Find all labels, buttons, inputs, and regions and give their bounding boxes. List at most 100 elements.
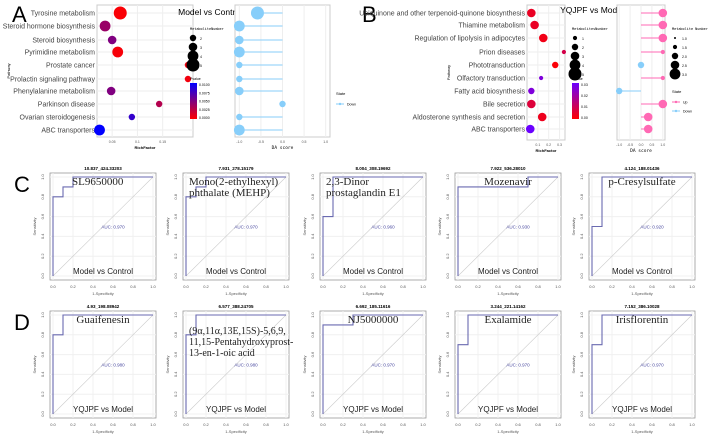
x-tick-label: 0.6 (110, 284, 116, 289)
size-legend-label: 3 (200, 46, 202, 50)
compound-name-line: NJ5000000 (348, 314, 399, 326)
x-tick-label: 0.3 (557, 143, 562, 147)
x-tick-label: -1.0 (616, 143, 622, 147)
comparison-label: Model vs Control (478, 267, 538, 276)
enrichment-dot (528, 87, 535, 95)
x-tick-label: 0.0 (589, 284, 595, 289)
pathway-label: Phenylalanine metabolism (13, 89, 95, 96)
compound-name-line: phthalate (MEHP) (189, 187, 270, 199)
y-tick-label: 0.4 (310, 371, 315, 377)
roc-title: 6.692_185.11616 (356, 304, 391, 309)
compound-name-line: 2,3-Dinor (326, 176, 369, 188)
y-tick-label: 0.6 (40, 213, 45, 219)
compound-name-line: Exalamide (484, 314, 531, 326)
size-legend-label: 1 (582, 37, 584, 41)
compound-name: Irisflorentin (616, 314, 669, 326)
enrichment-dot (538, 33, 548, 43)
y-tick-label: 0.2 (40, 391, 45, 397)
lollipop-dot (658, 33, 668, 43)
y-tick-label: 0.0 (445, 272, 450, 278)
roc-title: 4.124_188.01436 (624, 166, 660, 171)
compound-name-line: p-Cresylsulfate (608, 176, 675, 188)
roc-curve (185, 176, 286, 276)
pathway-label: Parkinson disease (38, 102, 95, 109)
y-tick-label: 0.0 (173, 410, 178, 416)
enrichment-dot (112, 46, 124, 58)
color-legend-label: 0.0025 (199, 108, 210, 112)
x-tick-label: 0.4 (360, 284, 366, 289)
pathway-label: Ovarian steroidogenesis (20, 115, 96, 122)
diagonal-reference-line (591, 314, 693, 415)
x-tick-label: 1.0 (555, 284, 561, 289)
size-legend-label: 1.0 (682, 37, 687, 41)
enrichment-dot (128, 113, 136, 121)
x-axis-label: 1-Specificity (497, 291, 519, 296)
roc-curve (52, 314, 153, 414)
y-axis-label: Pathway (6, 63, 11, 78)
y-tick-label: 1.0 (173, 311, 178, 317)
x-tick-label: 0.2 (475, 284, 481, 289)
x-axis-label: 1-Specificity (631, 291, 653, 296)
lollipop-dot (658, 99, 668, 109)
diagonal-reference-line (52, 176, 154, 277)
x-axis-label: RichFactor (536, 148, 557, 153)
pathway-label: Prion diseases (479, 50, 525, 57)
x-tick-label: 1.0 (283, 422, 289, 427)
x-tick-label: 1.0 (555, 422, 561, 427)
enrichment-dot (94, 124, 105, 136)
size-legend-label: 2 (582, 46, 584, 50)
x-tick-label: 0.0 (455, 422, 461, 427)
y-tick-label: 1.0 (40, 173, 45, 179)
state-legend-dot (674, 100, 678, 104)
y-axis-label: Sensitivity (165, 355, 170, 373)
comparison-label: Model vs Control (343, 267, 403, 276)
color-legend-label: 0.02 (581, 94, 588, 98)
y-tick-label: 0.8 (310, 331, 315, 337)
lollipop-dot (660, 75, 665, 81)
compound-name: Mono(2-ethylhexyl) phthalate (MEHP) (189, 176, 279, 199)
compound-name-line: 11,15-Pentahydroxyprost- (189, 337, 293, 348)
pathway-label: ABC transporters (41, 128, 95, 135)
comparison-label: Model vs Control (612, 267, 672, 276)
y-tick-label: 0.8 (173, 193, 178, 199)
enrichment-dot (99, 20, 111, 32)
x-tick-label: 1.0 (150, 284, 156, 289)
y-tick-label: 0.4 (445, 371, 450, 377)
roc-title: 6.577_388.24705 (218, 304, 254, 309)
size-legend-label: 1.5 (682, 46, 687, 50)
x-axis-label: 1-Specificity (225, 429, 247, 434)
color-legend-title: Pvalue (572, 77, 583, 81)
lollipop-dot (236, 75, 243, 83)
y-tick-label: 0.2 (579, 253, 584, 259)
y-tick-label: 1.0 (310, 311, 315, 317)
x-tick-label: 0.0 (455, 284, 461, 289)
compound-name: NJ5000000 (348, 314, 399, 326)
roc-title: 7.922_536.28010 (490, 166, 526, 171)
pathway-label: Regulation of lipolysis in adipocytes (414, 36, 525, 43)
color-legend-title: Pvalue (190, 77, 201, 81)
panel-label-c: C (14, 172, 30, 197)
y-tick-label: 1.0 (579, 311, 584, 317)
enrichment-dot (527, 99, 536, 109)
lollipop-dot (279, 100, 286, 108)
diagonal-reference-line (457, 176, 559, 277)
pathway-label: Olfactory transduction (457, 76, 525, 83)
x-tick-label: 0.6 (649, 422, 655, 427)
lollipop-dot (637, 61, 645, 69)
x-tick-label: -1.0 (236, 140, 242, 144)
y-tick-label: 1.0 (445, 173, 450, 179)
y-tick-label: 0.0 (445, 410, 450, 416)
color-legend-label: 0.01 (581, 105, 588, 109)
y-tick-label: 0.0 (579, 410, 584, 416)
size-legend-dot (186, 58, 200, 72)
roc-curve (185, 314, 286, 414)
x-tick-label: 0.2 (609, 422, 615, 427)
y-tick-label: 1.0 (445, 311, 450, 317)
comparison-label: Model vs Control (73, 267, 133, 276)
lollipop-dot (643, 112, 653, 122)
size-legend-dot (571, 43, 579, 51)
y-tick-label: 0.4 (173, 371, 178, 377)
size-legend-dot (672, 44, 678, 50)
diagonal-reference-line (52, 314, 154, 415)
x-tick-label: 1.0 (660, 143, 665, 147)
